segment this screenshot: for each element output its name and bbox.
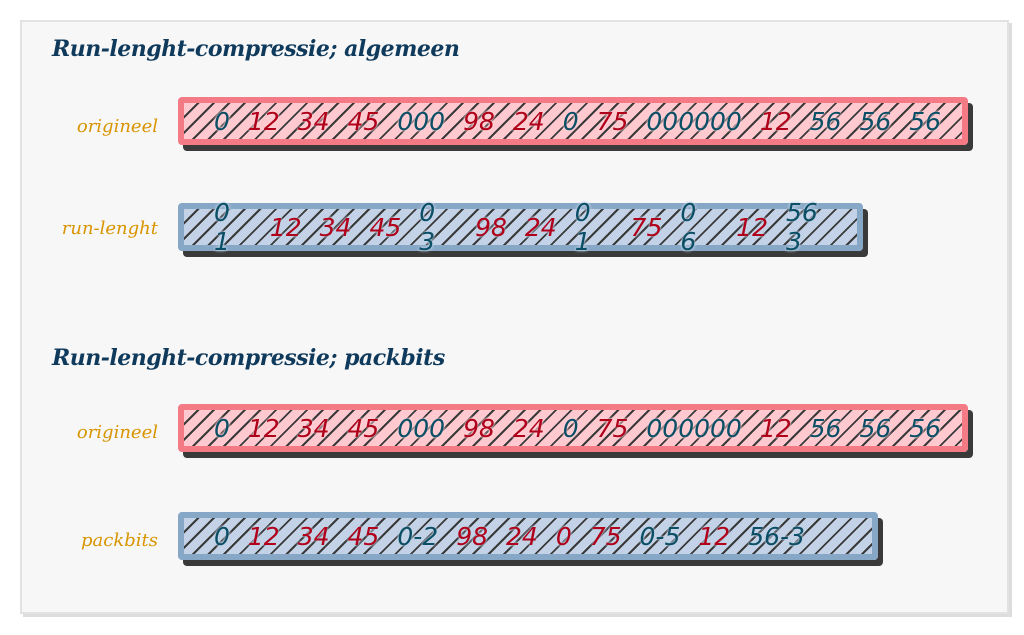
sequence-token: 75 [596,413,629,443]
sequence-token: 98 [463,106,495,136]
sequence-token: 12 [736,212,768,242]
sequence-token: 56 [809,106,842,136]
row-label: origineel [76,116,158,137]
sequence-token: 12 [698,521,731,551]
sequence-token: 000 [397,106,446,136]
section-title-algemeen: Run-lenght-compressie; algemeen [52,36,460,62]
sequence-token: 000 [397,413,446,443]
sequence-token: 45 [369,212,402,242]
sequence-token: 0 1 [214,198,230,256]
sequence-token: 98 [475,212,507,242]
sequence-token: 24 [506,521,538,551]
sequence-token: 24 [512,413,545,443]
sequence-token: 000000 [646,413,742,443]
sequence-token: 0 [214,413,230,443]
sequence-token: 12 [247,521,280,551]
sequence-token: 45 [347,413,380,443]
sequence-token: 24 [524,212,557,242]
sequence-token: 0 [562,106,579,136]
sequence-token: 98 [463,413,495,443]
sequence-token: 34 [297,106,330,136]
original-sequence-bar: 0 12 34 45 000 98 24 0 75 000000 12 56 56 56 [178,404,968,452]
sequence-token: 34 [297,413,330,443]
row-label: origineel [76,422,158,443]
sequence-token: 75 [589,521,622,551]
sequence-token: 12 [269,212,302,242]
sequence-token: 56 3 [786,198,818,256]
sequence-token: 0 [555,521,572,551]
sequence-token: 56-3 [748,521,805,551]
section-title-packbits: Run-lenght-compressie; packbits [52,345,445,371]
sequence-token: 56 [909,413,942,443]
sequence-token: 75 [596,106,629,136]
sequence-token: 12 [759,413,792,443]
sequence-token: 0-5 [639,521,681,551]
sequence-token: 12 [247,106,280,136]
sequence-token: 0 1 [574,198,591,256]
sequence-token: 56 [859,413,892,443]
sequence-token: 12 [247,413,280,443]
sequence-token: 56 [859,106,892,136]
packbits-sequence-bar: 0 12 34 45 0-2 98 24 0 75 0-5 12 56-3 [178,512,878,560]
sequence-token: 34 [297,521,330,551]
sequence-token: 56 [909,106,942,136]
row-label: packbits [81,530,158,551]
sequence-token: 0 6 [680,198,697,256]
sequence-token: 56 [809,413,842,443]
sequence-token: 12 [759,106,792,136]
sequence-token: 45 [347,106,380,136]
sequence-token: 45 [347,521,380,551]
sequence-token: 75 [630,212,663,242]
sequence-token: 0 [214,521,230,551]
sequence-token: 0-2 [397,521,439,551]
sequence-token: 34 [319,212,352,242]
sequence-token: 0 3 [419,198,436,256]
sequence-token: 0 [214,106,230,136]
original-sequence-bar: 0 12 34 45 000 98 24 0 75 000000 12 56 56 56 [178,97,968,145]
sequence-token: 0 [562,413,579,443]
sequence-token: 98 [456,521,488,551]
run-length-sequence-bar: 0 1 12 34 45 0 3 98 24 0 1 75 0 6 12 56 3 [178,198,863,256]
sequence-token: 24 [512,106,545,136]
row-label: run-lenght [61,218,158,239]
sequence-token: 000000 [646,106,742,136]
